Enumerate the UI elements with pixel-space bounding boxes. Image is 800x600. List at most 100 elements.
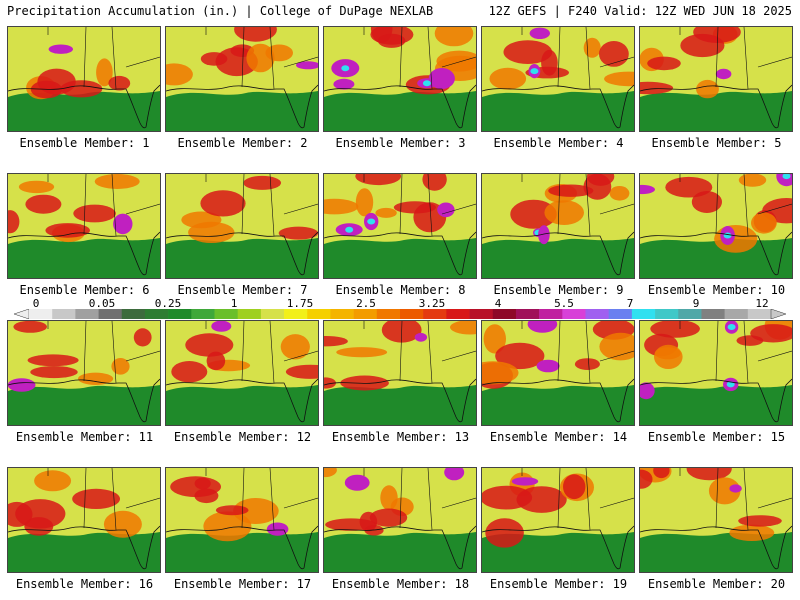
state-borders (521, 174, 634, 237)
max-precip-area (727, 324, 736, 330)
ensemble-map-panel (481, 320, 635, 426)
colorbar-swatch (353, 309, 378, 319)
extreme-precip-area (113, 213, 133, 235)
colorbar-swatch (515, 309, 540, 319)
heavy-precip-area (483, 324, 506, 354)
heavy-precip-area (280, 334, 310, 360)
ensemble-map-panel (481, 173, 635, 279)
coastline (640, 378, 792, 423)
state-borders (679, 27, 792, 90)
heavy-precip-area (185, 333, 234, 357)
coastline (640, 525, 792, 570)
ensemble-member-label: Ensemble Member: 15 (647, 430, 786, 444)
colorbar-swatch (144, 309, 169, 319)
state-borders (47, 468, 160, 531)
colorbar-swatch (52, 309, 76, 319)
colorbar-min-arrow (14, 309, 30, 319)
ensemble-member-label: Ensemble Member: 5 (651, 136, 782, 150)
heavy-precip-area (200, 190, 246, 217)
colorbar-swatch (562, 309, 586, 319)
extreme-precip-area (536, 359, 560, 373)
coastline (640, 231, 792, 276)
heavy-precip-area (489, 67, 527, 90)
ensemble-member-label: Ensemble Member: 16 (15, 577, 154, 591)
heavy-precip-area (647, 56, 681, 71)
colorbar-swatch (585, 309, 609, 319)
ensemble-map-panel (7, 26, 161, 132)
ensemble-member-label: Ensemble Member: 19 (489, 577, 628, 591)
colorbar-swatch (260, 309, 285, 319)
low-precip-region (482, 238, 634, 278)
colorbar-tick-label: 1.75 (286, 297, 314, 310)
heavy-precip-area (495, 342, 545, 370)
colorbar-swatch (678, 309, 702, 319)
heavy-precip-area (215, 505, 249, 516)
colorbar-swatch (284, 309, 308, 319)
extreme-precip-area (437, 202, 455, 218)
colorbar-tick-label: 7 (626, 297, 634, 310)
heavy-precip-area (45, 223, 90, 238)
heavy-precip-area (510, 199, 557, 229)
heavy-precip-area (94, 174, 140, 189)
ensemble-member-label: Ensemble Member: 13 (331, 430, 470, 444)
colorbar-swatch (724, 309, 749, 319)
max-precip-area (341, 65, 350, 72)
extreme-precip-area (729, 484, 742, 493)
ensemble-map-panel (639, 173, 793, 279)
colorbar-swatch (121, 309, 146, 319)
colorbar-tick-label: 2.5 (356, 297, 376, 310)
colorbar-swatch (400, 309, 424, 319)
colorbar-tick-label: 4 (494, 297, 502, 310)
heavy-precip-area (336, 347, 388, 358)
ensemble-member-label: Ensemble Member: 20 (647, 577, 786, 591)
colorbar-swatch (655, 309, 679, 319)
ensemble-member-label: Ensemble Member: 8 (335, 283, 466, 297)
heavy-precip-area (574, 358, 600, 370)
colorbar-swatch (237, 309, 262, 319)
colorbar-tick-label: 9 (692, 297, 700, 310)
coastline (8, 231, 160, 276)
ensemble-member-label: Ensemble Member: 10 (647, 283, 786, 297)
colorbar-tick-label: 0 (32, 297, 40, 310)
max-precip-area (723, 232, 732, 239)
extreme-precip-area (527, 321, 558, 333)
precipitation-colorbar (14, 309, 786, 319)
extreme-precip-area (640, 184, 655, 195)
ensemble-member-label: Ensemble Member: 4 (493, 136, 624, 150)
extreme-precip-area (333, 78, 355, 90)
low-precip-region (166, 385, 318, 425)
state-borders (205, 468, 318, 531)
coastline (482, 378, 634, 423)
state-borders (521, 27, 634, 90)
coastline (166, 231, 318, 276)
extreme-precip-area (414, 332, 428, 342)
heavy-precip-area (8, 210, 20, 234)
heavy-precip-area (108, 75, 131, 91)
heavy-precip-area (73, 204, 116, 223)
heavy-precip-area (111, 358, 130, 375)
heavy-precip-area (434, 27, 474, 47)
low-precip-region (324, 238, 476, 278)
state-borders (363, 27, 476, 90)
colorbar-swatch (307, 309, 331, 319)
colorbar-tick-label: 0.25 (154, 297, 182, 310)
low-precip-region (640, 385, 792, 425)
coastline (8, 525, 160, 570)
heavy-precip-area (482, 361, 519, 385)
coastline (324, 84, 476, 129)
heavy-precip-area (243, 175, 282, 190)
low-precip-region (482, 91, 634, 131)
heavy-precip-area (324, 377, 336, 389)
ensemble-member-label: Ensemble Member: 14 (489, 430, 628, 444)
heavy-precip-area (650, 321, 700, 338)
colorbar-swatch (701, 309, 725, 319)
low-precip-region (640, 238, 792, 278)
heavy-precip-area (729, 524, 775, 541)
extreme-precip-area (538, 225, 550, 245)
heavy-precip-area (654, 344, 683, 369)
heavy-precip-area (324, 336, 348, 347)
heavy-precip-area (714, 225, 758, 253)
heavy-precip-area (203, 511, 252, 542)
extreme-precip-area (511, 477, 539, 486)
heavy-precip-area (377, 33, 406, 48)
